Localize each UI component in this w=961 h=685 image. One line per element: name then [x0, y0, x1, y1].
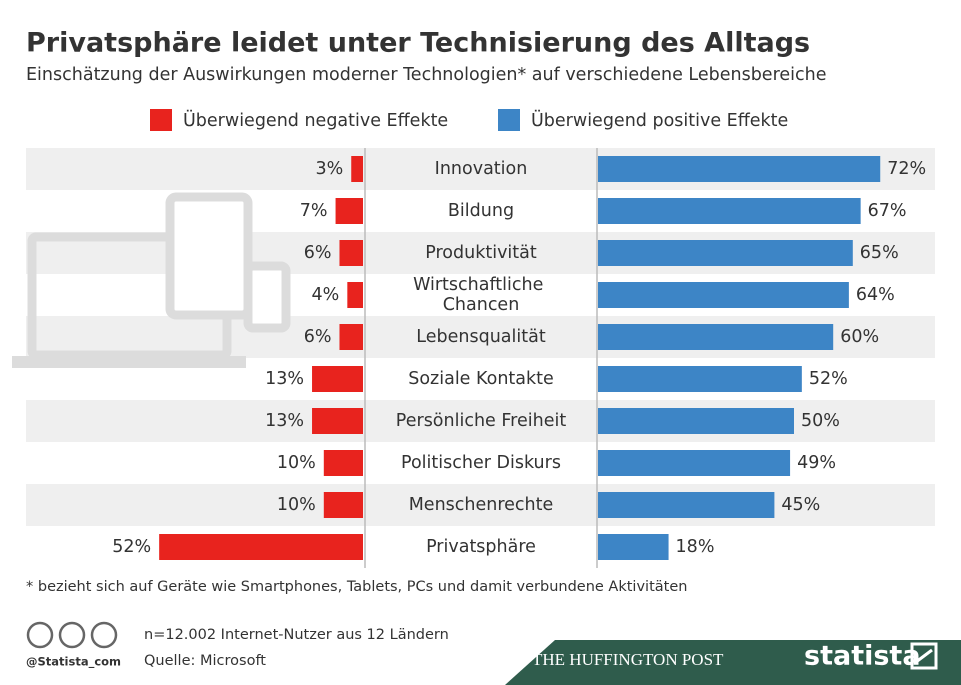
value-label: 60%	[840, 327, 879, 347]
value-label: 13%	[265, 369, 304, 389]
brand-icon	[910, 642, 938, 670]
bar	[598, 366, 802, 392]
source: Quelle: Microsoft	[144, 653, 266, 669]
legend-swatch	[498, 109, 520, 131]
category-label: Innovation	[435, 159, 528, 179]
category-label: Lebensqualität	[416, 327, 546, 347]
device-icons	[12, 192, 291, 368]
bar	[598, 156, 881, 182]
value-label: 7%	[300, 201, 328, 221]
bar	[339, 324, 363, 350]
chart-title: Privatsphäre leidet unter Technisierung …	[26, 28, 810, 59]
bar	[598, 282, 849, 308]
bar	[598, 324, 834, 350]
value-label: 52%	[112, 537, 151, 557]
value-label: 67%	[868, 201, 907, 221]
plot: Überwiegend negative Effekte Überwiegend …	[112, 109, 926, 568]
value-label: 10%	[277, 453, 316, 473]
category-label: Politischer Diskurs	[401, 453, 561, 473]
bar	[335, 198, 363, 224]
legend-swatch	[150, 109, 172, 131]
value-label: 45%	[781, 495, 820, 515]
bar	[598, 240, 853, 266]
bar	[598, 534, 669, 560]
legend-label: Überwiegend negative Effekte	[183, 109, 448, 131]
value-label: 13%	[265, 411, 304, 431]
bar	[598, 198, 861, 224]
category-label: Wirtschaftliche Chancen	[413, 275, 549, 315]
bar	[598, 450, 791, 476]
value-label: 52%	[809, 369, 848, 389]
rows	[26, 148, 935, 526]
bar	[312, 366, 363, 392]
chart-subtitle: Einschätzung der Auswirkungen moderner T…	[26, 65, 827, 85]
bar	[598, 492, 775, 518]
bar	[159, 534, 363, 560]
value-label: 50%	[801, 411, 840, 431]
value-label: 18%	[676, 537, 715, 557]
note: n=12.002 Internet-Nutzer aus 12 Ländern	[144, 627, 449, 643]
category-label: Persönliche Freiheit	[396, 411, 567, 431]
category-label: Soziale Kontakte	[408, 369, 554, 389]
category-label: Produktivität	[425, 243, 537, 263]
category-label: Menschenrechte	[409, 495, 554, 515]
cc-icons	[26, 621, 118, 649]
value-label: 10%	[277, 495, 316, 515]
category-label: Bildung	[448, 201, 514, 221]
value-label: 6%	[304, 327, 332, 347]
footnote: * bezieht sich auf Geräte wie Smartphone…	[26, 579, 687, 595]
footer-band	[505, 640, 961, 685]
value-label: 3%	[315, 159, 343, 179]
value-label: 64%	[856, 285, 895, 305]
bar	[598, 408, 794, 434]
bar	[339, 240, 363, 266]
bar	[351, 156, 363, 182]
bar	[347, 282, 363, 308]
legend-label: Überwiegend positive Effekte	[531, 109, 788, 131]
bar	[323, 450, 363, 476]
value-label: 72%	[887, 159, 926, 179]
bar	[312, 408, 363, 434]
credit: @Statista_com	[26, 655, 121, 670]
brand: statista	[804, 641, 921, 672]
row-stripe	[26, 484, 935, 526]
value-label: 6%	[304, 243, 332, 263]
category-label: Privatsphäre	[426, 537, 536, 557]
partner: THE HUFFINGTON POST	[532, 650, 724, 669]
value-label: 65%	[860, 243, 899, 263]
value-label: 4%	[312, 285, 340, 305]
value-label: 49%	[797, 453, 836, 473]
bar	[323, 492, 363, 518]
